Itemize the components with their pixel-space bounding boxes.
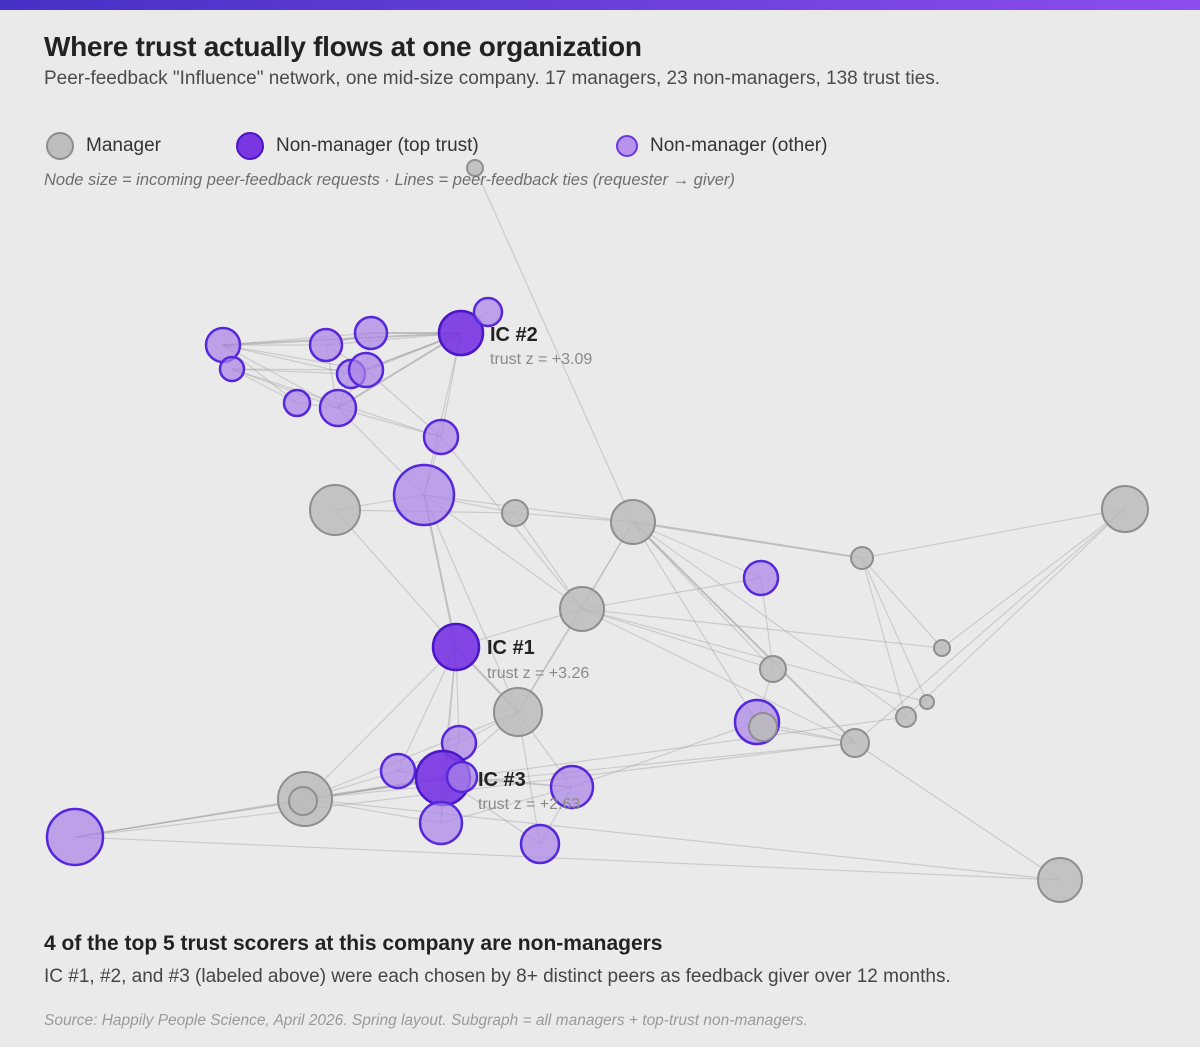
other-node xyxy=(418,800,464,846)
trust-tie-edge xyxy=(474,167,634,523)
manager-node xyxy=(1037,857,1083,903)
trust-tie-edge xyxy=(861,557,928,703)
other-node xyxy=(318,388,358,428)
other-node xyxy=(445,760,479,794)
trust-tie-edge xyxy=(222,344,352,375)
trust-tie-edge xyxy=(571,721,758,788)
trust-tie-edge xyxy=(334,509,457,648)
trust-tie-edge xyxy=(861,508,1126,559)
other-node xyxy=(347,351,385,389)
page-subtitle: Peer-feedback "Influence" network, one m… xyxy=(44,68,941,89)
trust-tie-edge xyxy=(632,521,762,579)
manager-node xyxy=(919,694,935,710)
trust-tie-edge xyxy=(337,332,462,409)
other-node xyxy=(472,296,504,328)
trust-tie-edge xyxy=(581,608,943,649)
manager-node-swatch-icon xyxy=(46,132,74,160)
manager-node xyxy=(1101,485,1149,533)
other-node xyxy=(379,752,417,790)
trust-tie-edge xyxy=(941,508,1126,649)
manager-node xyxy=(501,499,529,527)
manager-node xyxy=(748,712,778,742)
manager-node xyxy=(759,655,787,683)
other-node-swatch-icon xyxy=(616,135,638,157)
legend-label-other: Non-manager (other) xyxy=(650,135,828,156)
top-node xyxy=(437,309,485,357)
footer-source: Source: Happily People Science, April 20… xyxy=(44,1012,808,1029)
trust-tie-edge xyxy=(423,494,634,523)
other-node xyxy=(549,764,595,810)
trust-tie-edge xyxy=(581,608,774,670)
manager-node xyxy=(466,159,484,177)
manager-node xyxy=(933,639,951,657)
trust-tie-edge xyxy=(632,521,758,723)
trust-tie-edge xyxy=(74,836,1061,881)
other-node xyxy=(422,418,460,456)
other-node xyxy=(353,315,389,351)
manager-node xyxy=(850,546,874,570)
trust-tie-edge xyxy=(861,557,943,649)
top-accent-bar xyxy=(0,0,1200,10)
trust-tie-edge xyxy=(581,577,762,610)
trust-tie-edge xyxy=(74,777,444,838)
page-title: Where trust actually flows at one organi… xyxy=(44,31,642,62)
trust-tie-edge xyxy=(854,742,1061,881)
other-node xyxy=(218,355,246,383)
trust-tie-edge xyxy=(423,494,519,713)
ic-annotation-label: IC #2 xyxy=(490,324,538,346)
other-node xyxy=(308,327,344,363)
trust-tie-edge xyxy=(854,508,1126,744)
trust-tie-edge xyxy=(231,368,352,375)
trust-tie-edge xyxy=(905,508,1126,718)
trust-tie-edge xyxy=(861,557,907,718)
legend-note: Node size = incoming peer-feedback reque… xyxy=(44,171,735,189)
manager-node xyxy=(309,484,361,536)
top-trust-node-swatch-icon xyxy=(236,132,264,160)
trust-tie-edge xyxy=(581,608,856,744)
ic-annotation-label: IC #3 xyxy=(478,769,526,791)
trust-tie-edge xyxy=(440,786,573,824)
trust-tie-edge xyxy=(304,711,519,800)
trust-tie-edge xyxy=(632,521,856,744)
trust-tie-edge xyxy=(632,521,863,559)
legend: Manager Non-manager (top trust) Non-mana… xyxy=(0,130,1200,162)
other-node xyxy=(392,463,456,527)
trust-tie-edge xyxy=(74,800,304,838)
trust-tie-edge xyxy=(581,608,928,703)
legend-item-top-trust: Non-manager (top trust) xyxy=(236,130,479,162)
manager-node xyxy=(288,786,318,816)
manager-node xyxy=(493,687,543,737)
trust-tie-edge xyxy=(423,494,583,610)
footer-headline: 4 of the top 5 trust scorers at this com… xyxy=(44,932,663,955)
manager-node xyxy=(610,499,656,545)
top-node xyxy=(431,622,481,672)
trust-tie-edge xyxy=(304,798,1061,881)
legend-item-other: Non-manager (other) xyxy=(616,130,827,162)
ic-annotation-trust-z: trust z = +3.09 xyxy=(490,351,592,368)
other-node xyxy=(742,559,780,597)
other-node xyxy=(45,807,105,867)
legend-label-manager: Manager xyxy=(86,135,161,156)
ic-annotation-trust-z: trust z = +3.26 xyxy=(487,665,589,682)
legend-label-top-trust: Non-manager (top trust) xyxy=(276,135,479,156)
other-node xyxy=(282,388,312,418)
footer-body: IC #1, #2, and #3 (labeled above) were e… xyxy=(44,966,951,987)
other-node xyxy=(519,823,561,865)
trust-tie-edge xyxy=(222,344,339,409)
legend-item-manager: Manager xyxy=(46,130,161,162)
manager-node xyxy=(840,728,870,758)
manager-node xyxy=(895,706,917,728)
trust-tie-edge xyxy=(74,798,306,838)
manager-node xyxy=(559,586,605,632)
ic-annotation-label: IC #1 xyxy=(487,637,535,659)
ic-annotation-trust-z: trust z = +2.63 xyxy=(478,796,580,813)
trust-tie-edge xyxy=(304,646,457,800)
trust-tie-edge xyxy=(632,521,907,718)
